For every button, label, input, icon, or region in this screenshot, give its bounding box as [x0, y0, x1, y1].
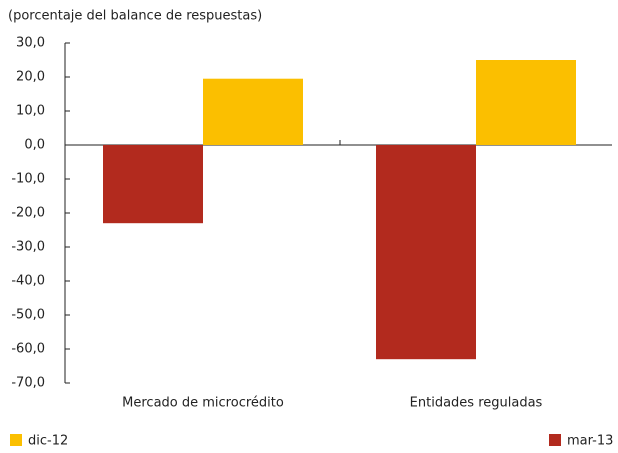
y-axis-label: (porcentaje del balance de respuestas) — [8, 9, 262, 24]
y-tick-label: 10,0 — [16, 104, 45, 119]
y-tick-label: 0,0 — [24, 138, 45, 153]
y-tick-label: -50,0 — [11, 308, 45, 323]
x-tick-label: Mercado de microcrédito — [122, 396, 284, 411]
x-tick-label: Entidades reguladas — [410, 396, 543, 411]
y-tick-label: 20,0 — [16, 70, 45, 85]
y-tick-label: -30,0 — [11, 240, 45, 255]
y-tick-label: -70,0 — [11, 376, 45, 391]
legend-label: mar-13 — [567, 434, 613, 449]
bar — [103, 145, 203, 224]
bar — [476, 60, 576, 145]
bar — [376, 145, 476, 360]
y-tick-label: -20,0 — [11, 206, 45, 221]
bar — [203, 78, 303, 145]
y-tick-label: 30,0 — [16, 36, 45, 51]
y-tick-label: -10,0 — [11, 172, 45, 187]
y-tick-label: -60,0 — [11, 342, 45, 357]
legend-swatch — [549, 434, 561, 446]
y-tick-label: -40,0 — [11, 274, 45, 289]
legend-swatch — [10, 434, 22, 446]
legend-label: dic-12 — [28, 434, 68, 449]
